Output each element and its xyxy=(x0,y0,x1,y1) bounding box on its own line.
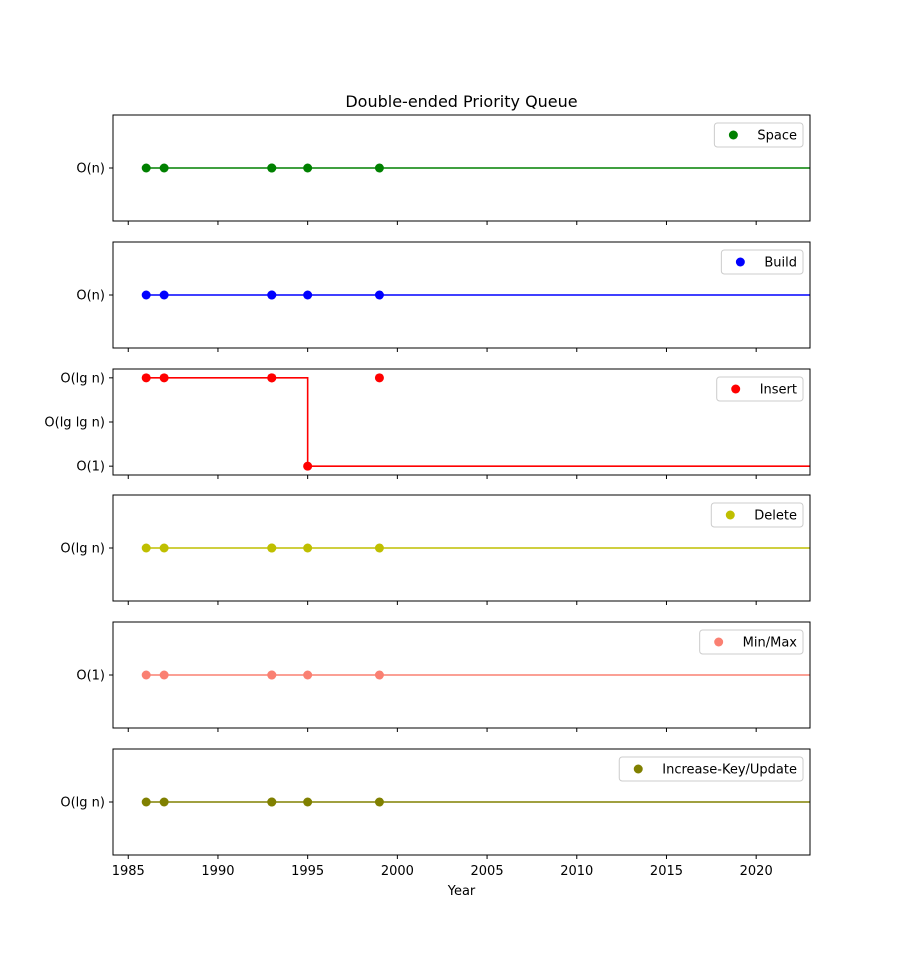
legend-box xyxy=(716,376,804,402)
legend-label: Min/Max xyxy=(743,636,798,651)
y-tick-label: O(1) xyxy=(76,460,105,475)
data-point xyxy=(374,797,384,807)
legend-marker xyxy=(728,130,738,140)
x-tick-label: 2015 xyxy=(650,864,683,879)
data-point xyxy=(159,670,169,680)
data-point xyxy=(303,543,313,553)
data-point xyxy=(374,543,384,553)
data-point xyxy=(141,670,151,680)
legend-label: Increase-Key/Update xyxy=(662,763,797,778)
legend: Delete xyxy=(710,502,804,528)
data-point xyxy=(159,373,169,383)
data-point xyxy=(267,543,277,553)
x-tick-label: 2020 xyxy=(740,864,773,879)
panel-0: O(n) Space xyxy=(76,114,811,225)
data-point xyxy=(374,373,384,383)
legend-box xyxy=(699,629,804,655)
legend: Build xyxy=(720,249,804,275)
x-tick-label: 2005 xyxy=(471,864,504,879)
data-point xyxy=(303,670,313,680)
data-point xyxy=(159,543,169,553)
x-tick-label: 1995 xyxy=(291,864,324,879)
x-tick-label: 1990 xyxy=(201,864,234,879)
series-line-2 xyxy=(146,377,810,467)
x-tick-label: 2000 xyxy=(381,864,414,879)
y-tick-label: O(lg n) xyxy=(60,796,105,811)
data-point xyxy=(141,290,151,300)
panels: O(n) Space O(n) Build O(1) O(lg lg n) O(lg n) I… xyxy=(44,114,811,879)
legend-marker xyxy=(731,384,741,394)
panel-5: O(lg n) 1985 1990 1995 2000 2005 2010 2015 2020 I… xyxy=(60,748,811,879)
legend: Insert xyxy=(716,376,804,402)
y-tick-label: O(n) xyxy=(76,162,105,177)
data-point xyxy=(267,373,277,383)
data-point xyxy=(141,797,151,807)
data-point xyxy=(141,543,151,553)
data-point xyxy=(267,797,277,807)
legend-box xyxy=(710,502,804,528)
y-tick-label: O(lg lg n) xyxy=(44,416,105,431)
panel-1: O(n) Build xyxy=(76,241,811,352)
x-tick-label: 1985 xyxy=(112,864,145,879)
y-tick-label: O(1) xyxy=(76,669,105,684)
legend-box xyxy=(713,122,804,148)
data-point xyxy=(159,163,169,173)
legend: Space xyxy=(713,122,804,148)
data-point xyxy=(267,163,277,173)
data-point xyxy=(303,290,313,300)
legend-label: Space xyxy=(757,129,797,144)
data-point xyxy=(303,797,313,807)
data-point xyxy=(159,290,169,300)
legend-marker xyxy=(633,764,643,774)
panel-3: O(lg n) Delete xyxy=(60,494,811,605)
y-tick-label: O(lg n) xyxy=(60,371,105,386)
y-tick-label: O(n) xyxy=(76,289,105,304)
data-point xyxy=(303,461,313,471)
data-point xyxy=(303,163,313,173)
data-point xyxy=(141,373,151,383)
legend-marker xyxy=(714,637,724,647)
legend-label: Build xyxy=(764,256,797,271)
legend-label: Insert xyxy=(760,383,797,398)
y-tick-label: O(lg n) xyxy=(60,542,105,557)
panel-4: O(1) Min/Max xyxy=(76,621,811,732)
panel-2: O(1) O(lg lg n) O(lg n) Insert xyxy=(44,368,811,479)
legend-box xyxy=(720,249,804,275)
legend-box xyxy=(618,756,804,782)
x-tick-label: 2010 xyxy=(560,864,593,879)
data-point xyxy=(374,670,384,680)
data-point xyxy=(159,797,169,807)
chart-title: Double-ended Priority Queue xyxy=(345,92,577,111)
data-point xyxy=(267,670,277,680)
legend-marker xyxy=(735,257,745,267)
legend: Increase-Key/Update xyxy=(618,756,804,782)
data-point xyxy=(141,163,151,173)
data-point xyxy=(374,290,384,300)
legend: Min/Max xyxy=(699,629,804,655)
legend-marker xyxy=(725,510,735,520)
legend-label: Delete xyxy=(754,509,797,524)
x-axis-label: Year xyxy=(447,884,476,899)
data-point xyxy=(267,290,277,300)
data-point xyxy=(374,163,384,173)
